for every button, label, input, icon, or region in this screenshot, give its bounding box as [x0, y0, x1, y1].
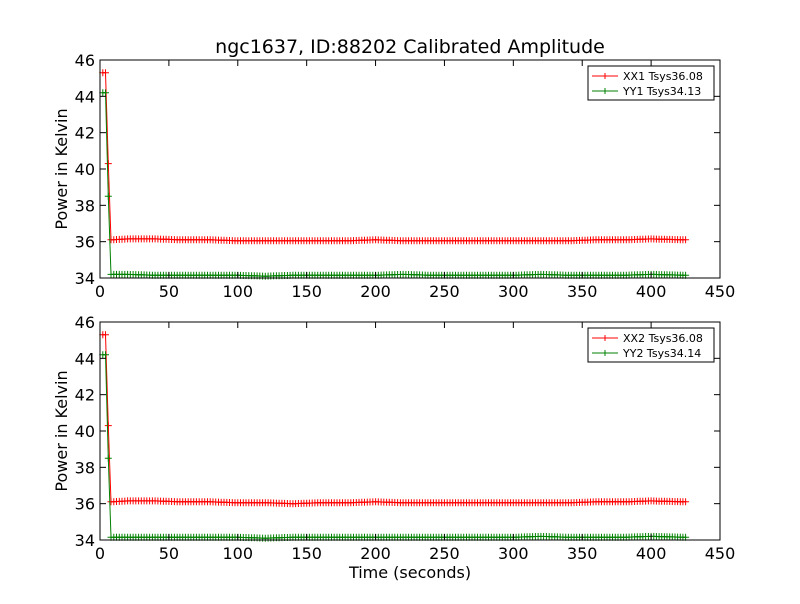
data-point	[104, 454, 112, 462]
y-tick-label: 36	[75, 233, 95, 252]
y-tick-label: 46	[75, 313, 95, 332]
legend-marker	[602, 88, 608, 94]
legend-label: YY1 Tsys34.13	[622, 85, 701, 98]
x-tick-label: 450	[705, 282, 736, 301]
x-tick-label: 200	[360, 282, 391, 301]
x-tick-label: 50	[159, 282, 179, 301]
x-tick-label: 50	[159, 544, 179, 563]
data-point	[104, 160, 112, 168]
panel-top: 0 50 100 150 200 250 300 350 400 450 34 36 38 40 42 44 4…	[52, 51, 735, 301]
x-tick-label: 250	[429, 282, 460, 301]
x-tick-label: 400	[636, 544, 667, 563]
y-tick-label: 42	[75, 124, 95, 143]
legend-box	[587, 327, 715, 363]
y-tick-label: 38	[75, 458, 95, 477]
legend-box	[587, 65, 715, 101]
x-tick-label: 400	[636, 282, 667, 301]
data-point	[102, 331, 109, 339]
data-point	[682, 498, 690, 506]
legend-label: XX1 Tsys36.08	[623, 70, 703, 83]
x-tick-label: 200	[360, 544, 391, 563]
data-point	[682, 236, 690, 244]
x-tick-label: 350	[567, 282, 598, 301]
y-tick-label: 42	[75, 386, 95, 405]
legend-marker	[602, 73, 608, 79]
x-tick-label: 350	[567, 544, 598, 563]
data-point	[102, 351, 109, 359]
legend-label: YY2 Tsys34.14	[622, 347, 701, 360]
legend-marker	[602, 350, 608, 356]
x-axis-label: Time (seconds)	[348, 563, 471, 582]
x-tick-label: 450	[705, 544, 736, 563]
x-tick-label: 150	[291, 282, 322, 301]
y-tick-label: 40	[75, 422, 95, 441]
y-axis-label: Power in Kelvin	[52, 108, 71, 229]
panel-bottom: 0 50 100 150 200 250 300 350 400 450 34 36 38 40 42 44 4…	[52, 313, 735, 563]
y-tick-label: 34	[75, 531, 95, 550]
x-tick-label: 300	[498, 544, 529, 563]
y-tick-label: 44	[75, 87, 95, 106]
series-markers-0-0	[99, 69, 690, 245]
x-tick-label: 0	[95, 282, 105, 301]
x-tick-label: 150	[291, 544, 322, 563]
legend-marker	[602, 335, 608, 341]
y-axis-label: Power in Kelvin	[52, 370, 71, 491]
chart-title: ngc1637, ID:88202 Calibrated Amplitude	[215, 36, 605, 58]
x-tick-label: 100	[223, 282, 254, 301]
x-tick-label: 100	[223, 544, 254, 563]
x-tick-label: 300	[498, 282, 529, 301]
data-point	[104, 192, 112, 200]
y-tick-label: 46	[75, 51, 95, 70]
y-tick-label: 38	[75, 196, 95, 215]
legend-0: XX1 Tsys36.08 YY1 Tsys34.13	[587, 65, 715, 101]
y-tick-label: 40	[75, 160, 95, 179]
x-tick-label: 250	[429, 544, 460, 563]
y-tick-label: 44	[75, 349, 95, 368]
y-tick-label: 36	[75, 495, 95, 514]
legend-label: XX2 Tsys36.08	[623, 332, 703, 345]
y-tick-label: 34	[75, 269, 95, 288]
data-point	[102, 69, 109, 77]
legend-1: XX2 Tsys36.08 YY2 Tsys34.14	[587, 327, 715, 363]
data-point	[102, 89, 109, 97]
x-tick-label: 0	[95, 544, 105, 563]
data-point	[104, 422, 112, 430]
series-markers-1-0	[99, 331, 690, 508]
